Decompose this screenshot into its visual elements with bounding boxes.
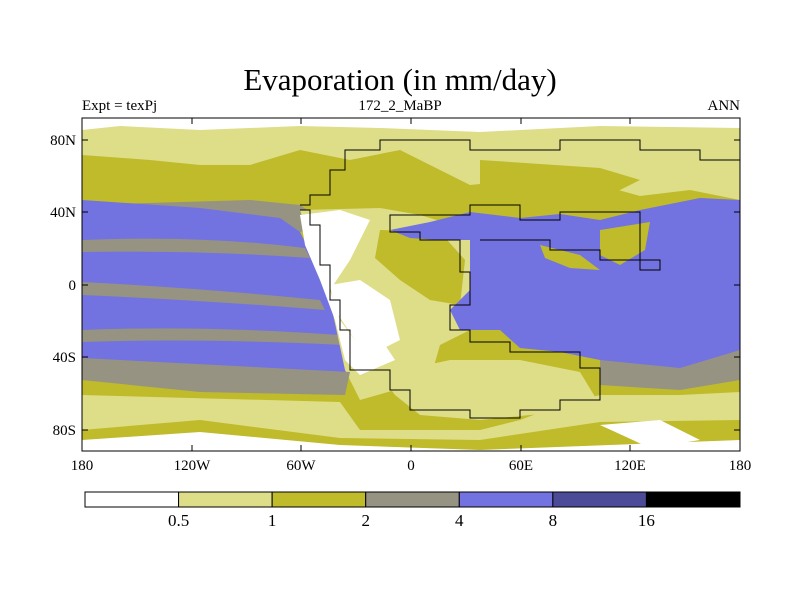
field-north-pacific-band [82,165,250,205]
lon-label-120w: 120W [174,458,212,474]
colorbar-swatch [645,491,741,508]
lon-label-0: 0 [407,458,415,474]
lat-axis: 80N 40N 0 40S 80S [50,133,740,439]
experiment-label: Expt = texPj [82,98,158,114]
field-continent-moderate [375,230,465,305]
colorbar-swatch [552,491,647,508]
field-arid-west [300,210,395,375]
coastline-north [300,139,740,206]
field-south-grey-west [82,358,350,395]
field-antarctic-white [82,432,740,451]
colorbar-swatch [458,491,554,508]
evaporation-field [82,118,740,451]
field-north-patch [240,168,335,200]
colorbar: 0.5 1 2 4 8 16 [84,491,741,530]
field-gondwana-light [380,360,600,420]
lat-label-40s: 40S [53,350,76,366]
lat-label-80s: 80S [53,423,76,439]
colorbar-label: 16 [638,511,655,530]
field-south-white-patch [600,420,700,448]
colorbar-swatch [84,491,180,508]
field-ocean-stripe-2 [82,282,325,310]
lat-label-40n: 40N [50,205,76,221]
field-east-patch [540,245,600,270]
field-east-patch-2 [600,222,650,265]
colorbar-label: 1 [268,511,277,530]
map-title: Evaporation (in mm/day) [243,62,557,97]
season-label: ANN [707,98,741,114]
field-ocean-stripe-1 [82,238,310,258]
field-arid-south [330,280,400,350]
field-east-ocean [390,198,740,378]
lat-label-0: 0 [69,278,77,294]
colorbar-swatch [365,491,460,508]
lon-label-60e: 60E [509,458,533,474]
colorbar-label: 8 [549,511,558,530]
colorbar-label: 4 [455,511,464,530]
lon-label-120e: 120E [614,458,646,474]
lon-label-60w: 60W [286,458,316,474]
colorbar-swatch [178,491,273,508]
field-arctic-white [82,118,740,132]
field-asia-patch [480,160,640,205]
colorbar-label: 2 [361,511,370,530]
lon-label-180w: 180 [71,458,94,474]
lat-label-80n: 80N [50,133,76,149]
coastline-continent [300,204,661,419]
field-ocean-stripe-3 [82,328,343,345]
lon-label-180e: 180 [729,458,752,474]
colorbar-swatch [271,491,367,508]
period-label: 172_2_MaBP [358,98,442,114]
colorbar-label: 0.5 [168,511,189,530]
lon-axis: 180 120W 60W 0 60E 120E 180 [71,118,752,474]
field-south-grey-east [600,350,740,390]
